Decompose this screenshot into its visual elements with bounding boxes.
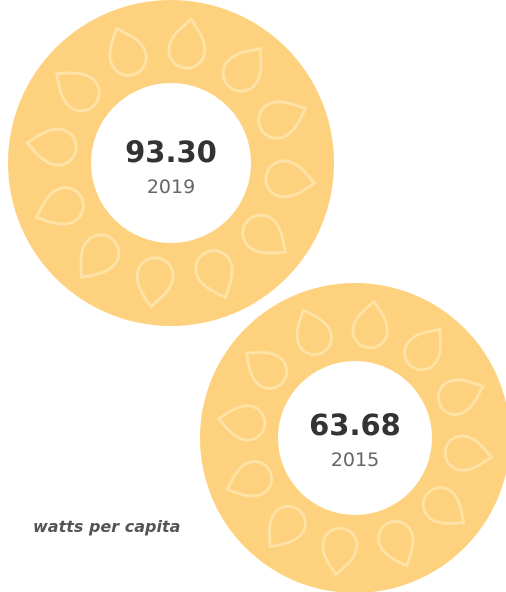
petal [225, 460, 274, 498]
value: 63.68 [309, 408, 401, 442]
petals [25, 17, 317, 309]
inner-circle [278, 361, 432, 515]
year: 2019 [147, 176, 195, 198]
petal [135, 256, 175, 309]
petal [264, 159, 317, 199]
petal [321, 526, 359, 577]
petal [443, 434, 494, 472]
petal [34, 186, 85, 226]
petal [79, 233, 121, 280]
petal [351, 299, 389, 350]
petal [25, 127, 78, 167]
petal [216, 404, 267, 442]
petal [421, 486, 466, 525]
petal [54, 71, 101, 113]
sun-badge: 93.30 2019 [8, 0, 334, 326]
petal [221, 46, 263, 93]
petal [194, 249, 234, 300]
petal [436, 378, 485, 416]
petal [257, 100, 308, 140]
petal [244, 351, 289, 390]
petals [216, 299, 494, 577]
petal [377, 519, 415, 568]
petal [167, 17, 207, 70]
unit-label: watts per capita [33, 517, 180, 536]
petal [403, 327, 442, 372]
petal [108, 26, 148, 77]
petal [241, 213, 288, 255]
inner-circle [91, 83, 251, 243]
value: 93.30 [125, 135, 217, 169]
petal [268, 504, 307, 549]
sun-badge: 63.68 2015 [200, 283, 506, 592]
petal [295, 308, 333, 357]
year: 2015 [331, 449, 379, 471]
